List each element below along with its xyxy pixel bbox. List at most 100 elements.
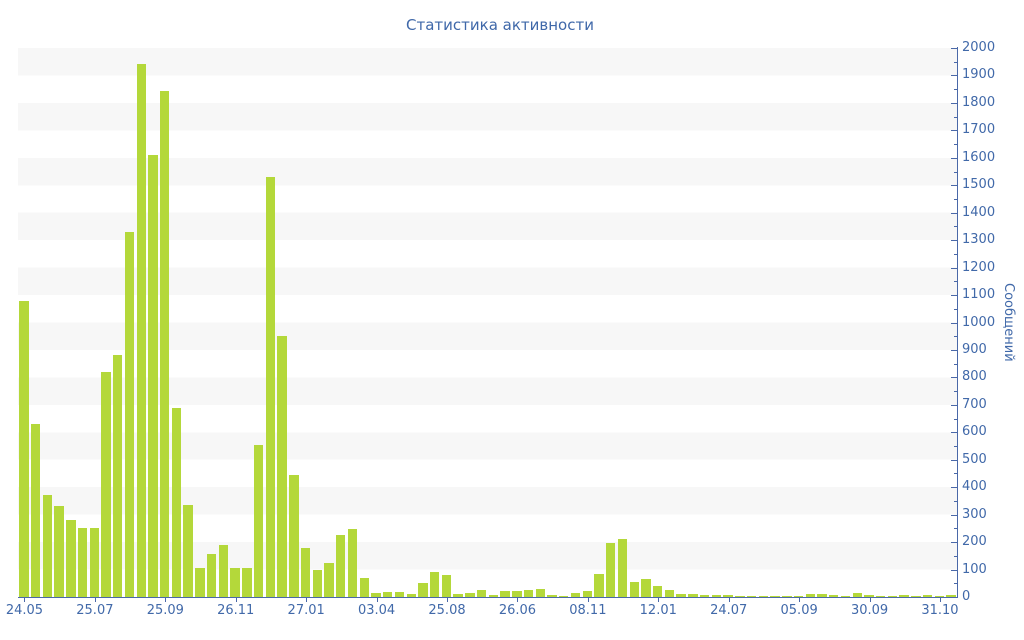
x-axis-tick-label: 08.11 (569, 603, 607, 618)
bar[interactable] (652, 586, 663, 597)
bar[interactable] (735, 595, 745, 597)
bar[interactable] (523, 590, 534, 597)
bar[interactable] (817, 593, 827, 597)
x-axis-tick (447, 597, 448, 602)
bar[interactable] (676, 593, 686, 597)
bar[interactable] (887, 595, 898, 597)
bar[interactable] (148, 155, 158, 597)
bar[interactable] (922, 595, 933, 597)
bar[interactable] (641, 579, 651, 597)
bar[interactable] (699, 594, 710, 597)
bar[interactable] (406, 593, 416, 597)
bar[interactable] (500, 591, 510, 597)
bar[interactable] (19, 300, 29, 597)
bar[interactable] (547, 594, 557, 597)
y-axis-tick (951, 130, 958, 132)
bar[interactable] (300, 548, 311, 597)
y-axis-tick-label: 1400 (962, 204, 996, 220)
y-axis-tick (951, 48, 958, 49)
bar[interactable] (394, 592, 405, 597)
x-axis-tick (869, 597, 871, 602)
y-axis-tick-label: 1000 (962, 314, 996, 330)
bar[interactable] (946, 595, 956, 597)
y-axis-tick (951, 322, 958, 324)
bar[interactable] (265, 177, 276, 597)
bar[interactable] (770, 595, 780, 597)
bar[interactable] (42, 495, 53, 597)
bar[interactable] (124, 231, 135, 597)
bar[interactable] (852, 593, 862, 597)
bar[interactable] (253, 445, 264, 597)
bar[interactable] (864, 595, 874, 597)
bar[interactable] (312, 570, 322, 597)
bar[interactable] (77, 528, 88, 597)
bar[interactable] (441, 574, 452, 597)
bar[interactable] (242, 568, 252, 597)
bar[interactable] (54, 506, 64, 597)
bar[interactable] (570, 592, 581, 597)
bar[interactable] (160, 90, 170, 597)
bar[interactable] (629, 581, 639, 597)
bar[interactable] (782, 595, 792, 597)
bar[interactable] (664, 589, 675, 597)
bar[interactable] (453, 593, 463, 597)
bar[interactable] (606, 542, 616, 597)
bar[interactable] (113, 355, 123, 597)
bar[interactable] (136, 64, 146, 597)
x-axis-tick-label: 03.04 (357, 603, 396, 618)
bar[interactable] (347, 528, 358, 597)
bar[interactable] (183, 505, 193, 597)
bar[interactable] (829, 594, 839, 597)
bar[interactable] (911, 595, 921, 597)
bar[interactable] (723, 595, 733, 597)
bar[interactable] (535, 588, 545, 597)
bar[interactable] (101, 371, 111, 597)
bar[interactable] (711, 595, 722, 597)
y-axis-tick (954, 583, 958, 585)
x-axis-tick-label: 26.11 (217, 603, 255, 618)
bar[interactable] (383, 592, 393, 597)
bar[interactable] (206, 554, 217, 597)
bar[interactable] (559, 595, 569, 597)
bar[interactable] (582, 591, 592, 597)
bar[interactable] (899, 595, 909, 597)
y-axis-tick (954, 336, 958, 338)
bar[interactable] (195, 568, 205, 597)
bar[interactable] (488, 594, 499, 597)
bar[interactable] (876, 595, 886, 597)
x-axis-tick (658, 597, 660, 602)
y-axis-tick-label: 1700 (962, 122, 996, 138)
bar[interactable] (230, 568, 240, 597)
x-axis (18, 597, 958, 598)
bar[interactable] (512, 591, 522, 597)
bar[interactable] (277, 336, 287, 597)
bar[interactable] (418, 583, 428, 597)
bar[interactable] (359, 578, 369, 597)
x-axis-tick-label: 31.10 (921, 603, 959, 618)
bar[interactable] (171, 407, 182, 597)
bar[interactable] (336, 534, 346, 597)
y-axis-tick (954, 116, 958, 118)
bar[interactable] (476, 590, 487, 597)
bar[interactable] (934, 595, 945, 597)
bar[interactable] (594, 573, 604, 597)
bar[interactable] (218, 544, 229, 597)
bar[interactable] (805, 594, 815, 597)
bar[interactable] (66, 520, 76, 597)
bar[interactable] (371, 593, 381, 597)
x-axis-tick-label: 25.08 (428, 603, 466, 618)
y-axis-tick-label: 1800 (962, 94, 996, 110)
bar[interactable] (465, 593, 475, 597)
bar[interactable] (617, 539, 628, 597)
bar[interactable] (746, 595, 757, 597)
bar[interactable] (793, 595, 804, 597)
bar[interactable] (758, 595, 769, 597)
bar[interactable] (324, 562, 334, 597)
y-axis-tick (951, 157, 958, 159)
bar[interactable] (429, 572, 440, 597)
bar[interactable] (840, 595, 851, 597)
bar[interactable] (89, 528, 99, 597)
bar[interactable] (30, 424, 41, 597)
bar[interactable] (688, 593, 698, 597)
bar[interactable] (289, 475, 299, 597)
